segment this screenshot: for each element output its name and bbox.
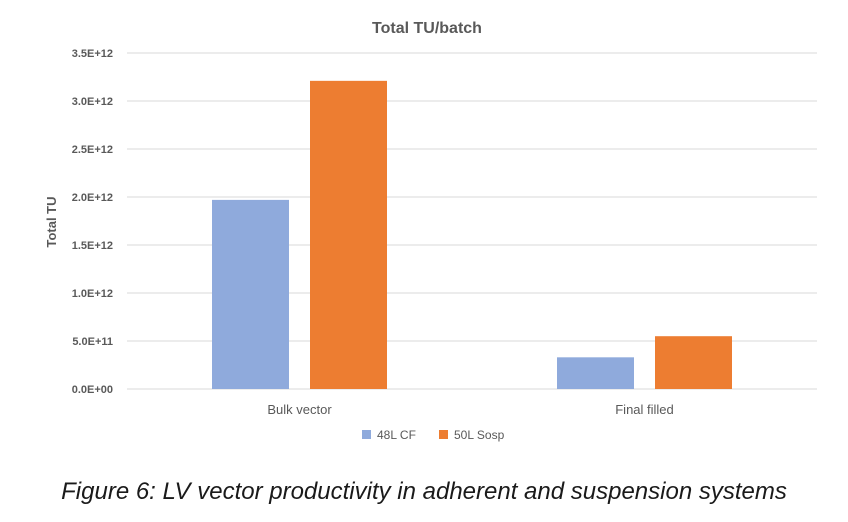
legend-swatch <box>362 430 371 439</box>
figure-caption: Figure 6: LV vector productivity in adhe… <box>61 478 787 505</box>
y-tick-label: 1.5E+12 <box>72 240 113 252</box>
y-tick-label: 5.0E+11 <box>72 336 113 348</box>
y-axis-label: Total TU <box>44 196 59 247</box>
y-tick-label: 2.0E+12 <box>72 192 113 204</box>
y-tick-label: 0.0E+00 <box>72 384 113 396</box>
x-tick-label: Bulk vector <box>267 402 332 417</box>
legend-label: 50L Sosp <box>454 428 505 442</box>
bar-48l-cf <box>557 357 634 389</box>
legend-swatch <box>439 430 448 439</box>
x-tick-label: Final filled <box>615 402 674 417</box>
bars <box>212 80 732 389</box>
y-tick-label: 1.0E+12 <box>72 288 113 300</box>
y-tick-label: 3.0E+12 <box>72 96 113 108</box>
x-tick-labels: Bulk vector Final filled <box>267 402 673 417</box>
bar-50l-sosp <box>310 80 387 389</box>
bar-48l-cf <box>212 199 289 389</box>
legend-label: 48L CF <box>377 428 416 442</box>
chart-title: Total TU/batch <box>372 20 482 37</box>
y-tick-label: 2.5E+12 <box>72 144 113 156</box>
chart: Total TU/batch Total TU 0.0E+00 5.0E+11 1.… <box>44 20 817 442</box>
bar-50l-sosp <box>655 336 732 389</box>
y-tick-label: 3.5E+12 <box>72 48 113 60</box>
y-tick-labels: 0.0E+00 5.0E+11 1.0E+12 1.5E+12 2.0E+12 2.5E+… <box>72 48 113 396</box>
legend: 48L CF 50L Sosp <box>362 428 505 442</box>
